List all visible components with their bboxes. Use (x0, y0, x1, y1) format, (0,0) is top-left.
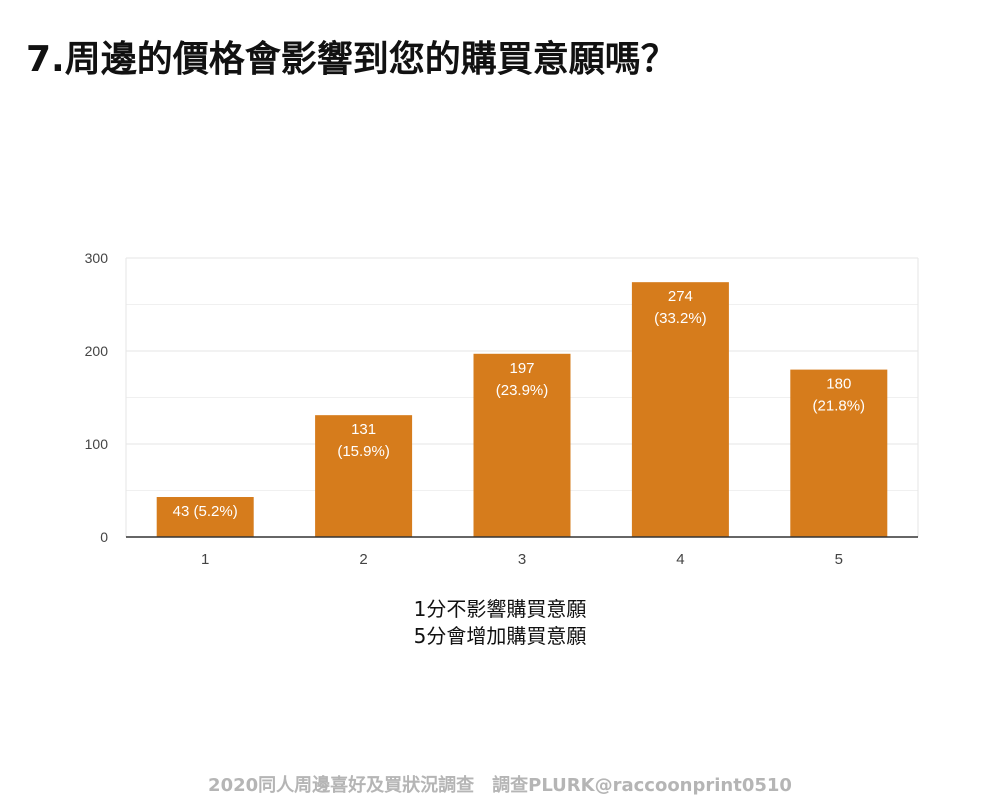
y-tick-label: 100 (85, 436, 109, 452)
x-tick-label: 3 (518, 551, 526, 568)
survey-credit: 2020同人周邊喜好及買狀況調查 調查PLURK@raccoonprint051… (208, 775, 792, 796)
bar-data-label-value: 180 (826, 376, 851, 393)
bar-data-label-percent: (21.8%) (813, 398, 866, 415)
bar-data-label-percent: (23.9%) (496, 382, 549, 399)
bar-data-label-percent: (33.2%) (654, 310, 707, 327)
y-tick-label: 0 (100, 529, 108, 545)
x-tick-label: 1 (201, 551, 209, 568)
bar-data-label-value: 197 (509, 360, 534, 377)
bar (473, 353, 571, 537)
x-axis-label-line-1: 1分不影響購買意願 (413, 597, 587, 621)
x-axis-label-line-2: 5分會增加購買意願 (413, 624, 587, 648)
bar-data-label-value: 131 (351, 421, 376, 438)
x-tick-label: 5 (835, 551, 843, 568)
x-axis-label: 1分不影響購買意願 5分會增加購買意願 (300, 596, 700, 650)
bar (315, 415, 413, 537)
bar (156, 497, 254, 537)
question-title: 7.周邊的價格會影響到您的購買意願嗎？ (26, 39, 677, 80)
bar-data-label-value: 274 (668, 288, 693, 305)
bar (631, 282, 729, 537)
y-tick-label: 200 (85, 343, 109, 359)
bar (790, 369, 888, 537)
y-tick-label: 300 (85, 250, 109, 266)
x-tick-label: 2 (359, 551, 367, 568)
bar-data-label-percent: (15.9%) (337, 443, 390, 460)
x-tick-label: 4 (676, 551, 684, 568)
bar-data-label: 43 (5.2%) (173, 503, 238, 520)
